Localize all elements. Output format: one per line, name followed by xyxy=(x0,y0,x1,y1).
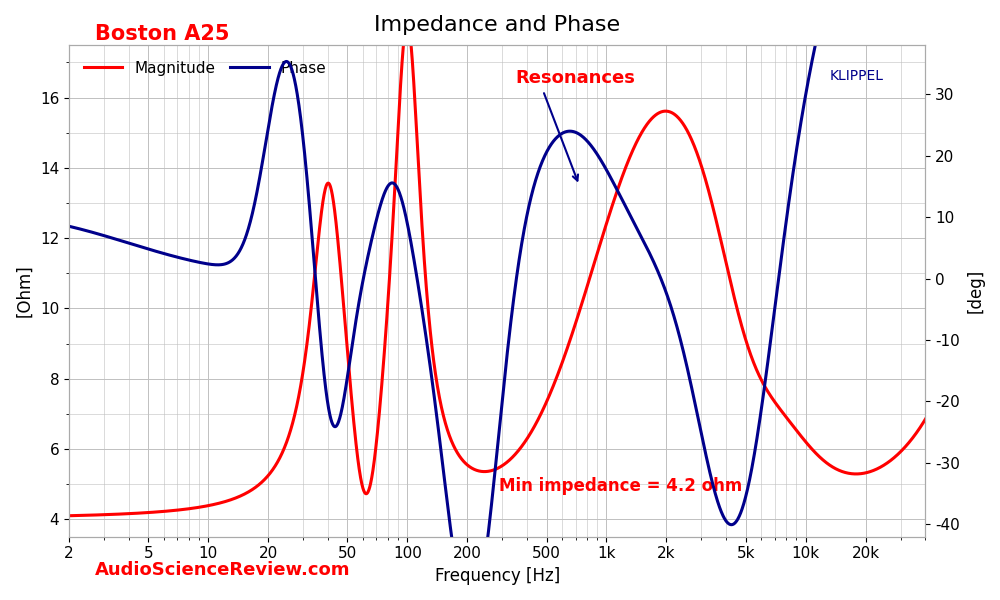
Text: KLIPPEL: KLIPPEL xyxy=(829,70,883,83)
Line: Magnitude: Magnitude xyxy=(69,28,925,516)
Phase xyxy=(212,261,224,268)
Text: AudioScienceReview.com: AudioScienceReview.com xyxy=(95,561,351,579)
Y-axis label: [Ohm]: [Ohm] xyxy=(15,265,33,317)
Magnitude xyxy=(212,500,224,507)
Title: Impedance and Phase: Impedance and Phase xyxy=(374,15,620,35)
Magnitude xyxy=(63,512,75,520)
Text: Resonances: Resonances xyxy=(516,70,636,88)
X-axis label: Frequency [Hz]: Frequency [Hz] xyxy=(435,567,560,585)
Phase xyxy=(161,251,173,258)
Magnitude xyxy=(903,439,915,446)
Magnitude xyxy=(429,366,441,373)
Line: Phase: Phase xyxy=(69,0,925,600)
Text: Min impedance = 4.2 ohm: Min impedance = 4.2 ohm xyxy=(499,476,743,494)
Magnitude xyxy=(919,415,931,422)
Legend: Magnitude, Phase: Magnitude, Phase xyxy=(78,55,333,82)
Phase xyxy=(63,223,75,230)
Magnitude xyxy=(400,24,412,31)
Phase xyxy=(811,35,823,42)
Phase xyxy=(429,395,441,403)
Magnitude xyxy=(811,451,823,458)
Y-axis label: [deg]: [deg] xyxy=(967,269,985,313)
Magnitude xyxy=(161,508,173,515)
Magnitude xyxy=(391,136,403,143)
Phase xyxy=(391,185,403,192)
Text: Boston A25: Boston A25 xyxy=(95,24,230,44)
